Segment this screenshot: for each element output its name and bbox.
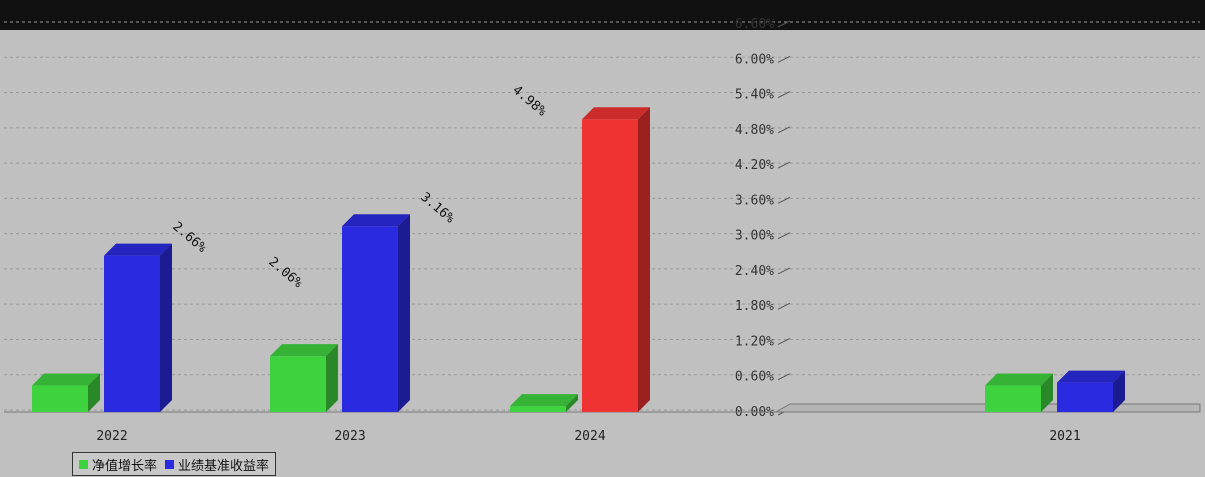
legend-item-benchmark: 业绩基准收益率 [165,455,269,474]
x-tick-label-2022: 2022 [96,429,127,444]
data-label: 2.06% [265,254,305,291]
y-tick-label: 5.40% [735,88,774,103]
legend-item-nav-growth: 净值增长率 [79,455,157,474]
y-tick-label: 1.80% [735,299,774,314]
y-tick-label: 6.00% [735,52,774,67]
y-tick-label: 4.80% [735,123,774,138]
y-axis: 0.00%0.60%1.20%1.80%2.40%3.00%3.60%4.20%… [4,17,1201,420]
y-tick-label: 3.60% [735,193,774,208]
y-tick-mark [777,55,791,63]
y-tick-mark [777,338,791,345]
x-axis: 2022 2023 2024 2021 [96,429,1080,444]
y-tick-label: 3.00% [735,229,774,244]
y-tick-label: 1.20% [735,334,774,349]
x-tick-label-2023: 2023 [334,429,365,444]
chart-legend: 净值增长率 业绩基准收益率 [72,452,277,476]
y-tick-mark [777,373,791,381]
y-tick-label: 0.60% [735,370,774,385]
bar-nav-growth-2021 [985,373,1053,412]
legend-label-benchmark: 业绩基准收益率 [178,458,270,474]
data-label: 4.98% [509,83,549,120]
y-tick-label: 4.20% [735,158,774,173]
data-label: 3.16% [417,190,457,227]
y-tick-mark [777,161,791,169]
y-tick-mark [777,232,791,240]
y-tick-mark [777,302,791,310]
bar-nav-growth-2023 [270,344,338,412]
y-tick-mark [777,20,791,28]
chart-title-bar [0,0,1205,30]
y-tick-mark [777,91,791,98]
y-tick-label: 6.60% [735,17,774,32]
y-tick-mark [777,267,791,275]
y-tick-label: 2.40% [735,264,774,279]
chart-bars [32,107,1125,413]
bar-nav-growth-2022 [32,373,100,412]
x-tick-label-2024: 2024 [574,429,605,444]
bar-benchmark-2023 [342,214,410,412]
bar-nav-growth-2024 [510,394,578,412]
bar-benchmark-2024 [582,107,650,413]
y-tick-mark [777,196,791,204]
bar-benchmark-2022 [104,243,172,412]
legend-label-nav-growth: 净值增长率 [92,458,158,474]
legend-swatch-nav-growth [79,459,88,469]
bar-chart: 0.00%0.60%1.20%1.80%2.40%3.00%3.60%4.20%… [4,17,1201,444]
bar-benchmark-2021 [1057,370,1125,412]
x-tick-label-2021: 2021 [1049,429,1080,444]
legend-swatch-benchmark [165,459,175,469]
data-label: 2.66% [169,219,209,256]
y-tick-mark [777,126,791,134]
